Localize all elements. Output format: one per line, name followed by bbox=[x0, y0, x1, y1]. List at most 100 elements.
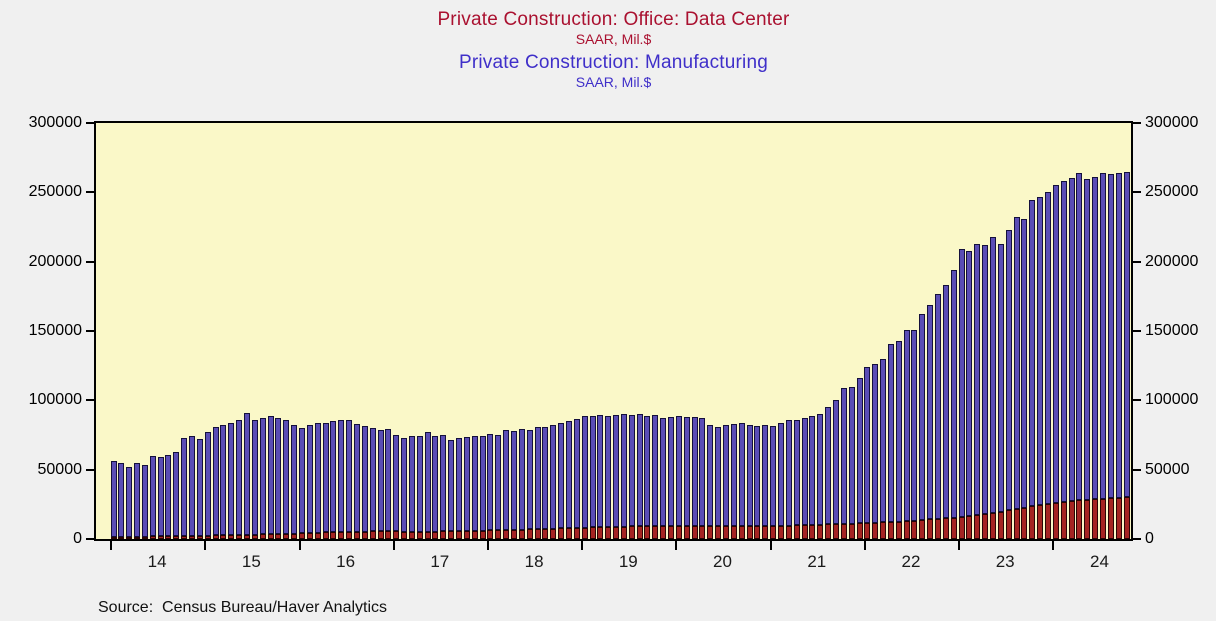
bar-segment-manufacturing bbox=[919, 313, 926, 521]
bar-segment-data-center bbox=[165, 536, 172, 539]
y-axis-tick-left bbox=[86, 191, 94, 194]
bar-segment-data-center bbox=[298, 533, 305, 539]
bar-segment-manufacturing bbox=[950, 270, 957, 518]
bar-segment-data-center bbox=[848, 523, 855, 539]
bar-segment-data-center bbox=[291, 533, 298, 539]
x-axis-tick bbox=[863, 541, 866, 550]
bar-segment-manufacturing bbox=[935, 293, 942, 519]
bar-segment-manufacturing bbox=[1084, 179, 1091, 500]
source-note: Source: Census Bureau/Haver Analytics bbox=[98, 599, 388, 616]
bar-segment-manufacturing bbox=[825, 407, 832, 525]
bar-segment-manufacturing bbox=[424, 431, 431, 532]
bar-segment-manufacturing bbox=[495, 435, 502, 531]
bar-segment-manufacturing bbox=[628, 414, 635, 527]
bar-segment-manufacturing bbox=[942, 285, 949, 519]
bar-segment-manufacturing bbox=[1044, 192, 1051, 505]
bar-segment-manufacturing bbox=[777, 422, 784, 526]
x-axis-tick bbox=[769, 541, 772, 550]
bar-segment-data-center bbox=[181, 535, 188, 539]
x-axis-year-label: 20 bbox=[713, 552, 732, 571]
bar-segment-data-center bbox=[1099, 498, 1106, 539]
x-axis-year-label: 18 bbox=[524, 552, 544, 571]
bar-segment-data-center bbox=[817, 524, 824, 539]
bar-segment-data-center bbox=[149, 536, 156, 539]
bar-segment-data-center bbox=[935, 518, 942, 539]
bar-segment-manufacturing bbox=[589, 415, 596, 528]
bar-segment-manufacturing bbox=[817, 413, 824, 525]
bar-segment-data-center bbox=[204, 535, 211, 539]
bar-segment-manufacturing bbox=[1029, 199, 1036, 506]
bar-segment-manufacturing bbox=[126, 466, 133, 537]
bar-segment-data-center bbox=[919, 520, 926, 539]
bar-segment-data-center bbox=[628, 526, 635, 539]
bar-segment-data-center bbox=[361, 531, 368, 539]
bar-segment-data-center bbox=[982, 514, 989, 539]
y-axis-tick-left bbox=[86, 330, 94, 332]
bar-segment-manufacturing bbox=[134, 462, 141, 537]
bar-segment-data-center bbox=[550, 528, 557, 539]
bar-segment-data-center bbox=[644, 525, 651, 539]
bar-segment-manufacturing bbox=[903, 329, 910, 521]
bar-segment-data-center bbox=[597, 526, 604, 539]
bar-segment-data-center bbox=[911, 520, 918, 539]
y-axis-tick-left bbox=[86, 122, 94, 124]
bar-segment-manufacturing bbox=[440, 435, 447, 532]
bar-segment-manufacturing bbox=[338, 420, 345, 532]
bar-segment-manufacturing bbox=[856, 378, 863, 523]
bar-segment-manufacturing bbox=[573, 419, 580, 529]
bar-segment-manufacturing bbox=[887, 343, 894, 522]
bar-segment-manufacturing bbox=[1052, 185, 1059, 503]
bar-segment-data-center bbox=[565, 528, 572, 539]
bar-segment-data-center bbox=[1029, 506, 1036, 539]
bar-segment-manufacturing bbox=[196, 439, 203, 536]
bar-segment-manufacturing bbox=[738, 423, 745, 526]
bar-segment-data-center bbox=[809, 525, 816, 539]
y-axis-label-right: 250000 bbox=[1145, 183, 1199, 201]
bar-segment-manufacturing bbox=[605, 415, 612, 527]
bar-segment-data-center bbox=[660, 525, 667, 539]
bar-segment-manufacturing bbox=[1092, 177, 1099, 500]
x-axis-tick bbox=[392, 541, 395, 550]
bar-segment-data-center bbox=[1092, 499, 1099, 539]
bar-segment-data-center bbox=[950, 517, 957, 539]
bar-segment-data-center bbox=[212, 535, 219, 539]
bar-segment-data-center bbox=[573, 528, 580, 539]
bar-segment-manufacturing bbox=[118, 462, 125, 537]
bar-segment-manufacturing bbox=[322, 422, 329, 533]
bar-segment-manufacturing bbox=[762, 425, 769, 527]
bar-segment-data-center bbox=[510, 530, 517, 539]
bar-segment-data-center bbox=[613, 526, 620, 539]
bar-segment-data-center bbox=[369, 531, 376, 539]
bar-segment-manufacturing bbox=[503, 430, 510, 530]
bar-segment-data-center bbox=[189, 535, 196, 539]
y-axis-label-left: 250000 bbox=[28, 183, 82, 201]
bar-segment-manufacturing bbox=[1099, 172, 1106, 499]
bar-segment-data-center bbox=[668, 525, 675, 539]
bar-segment-manufacturing bbox=[550, 424, 557, 529]
bar-segment-data-center bbox=[275, 534, 282, 539]
bar-segment-data-center bbox=[448, 531, 455, 539]
bar-segment-manufacturing bbox=[110, 461, 117, 537]
y-axis-tick-left bbox=[86, 538, 94, 540]
bar-segment-manufacturing bbox=[353, 423, 360, 532]
bar-segment-manufacturing bbox=[181, 438, 188, 536]
bar-segment-data-center bbox=[958, 516, 965, 539]
bar-segment-manufacturing bbox=[385, 428, 392, 532]
bar-segment-manufacturing bbox=[652, 414, 659, 526]
bar-segment-data-center bbox=[456, 531, 463, 539]
bar-segment-data-center bbox=[1021, 507, 1028, 539]
bar-segment-manufacturing bbox=[809, 415, 816, 525]
bar-segment-data-center bbox=[730, 525, 737, 539]
x-axis-tick bbox=[204, 541, 207, 550]
bar-segment-manufacturing bbox=[244, 412, 250, 535]
bar-segment-manufacturing bbox=[463, 437, 470, 531]
bar-segment-data-center bbox=[558, 528, 565, 539]
bar-segment-data-center bbox=[1037, 505, 1044, 539]
y-axis-tick-right bbox=[1133, 122, 1141, 124]
x-axis-year-label: 22 bbox=[901, 552, 921, 571]
bar-segment-manufacturing bbox=[793, 419, 800, 526]
bar-segment-data-center bbox=[251, 534, 258, 539]
bar-segment-data-center bbox=[589, 527, 596, 539]
bar-segment-manufacturing bbox=[785, 420, 792, 526]
bar-segment-manufacturing bbox=[715, 427, 722, 526]
